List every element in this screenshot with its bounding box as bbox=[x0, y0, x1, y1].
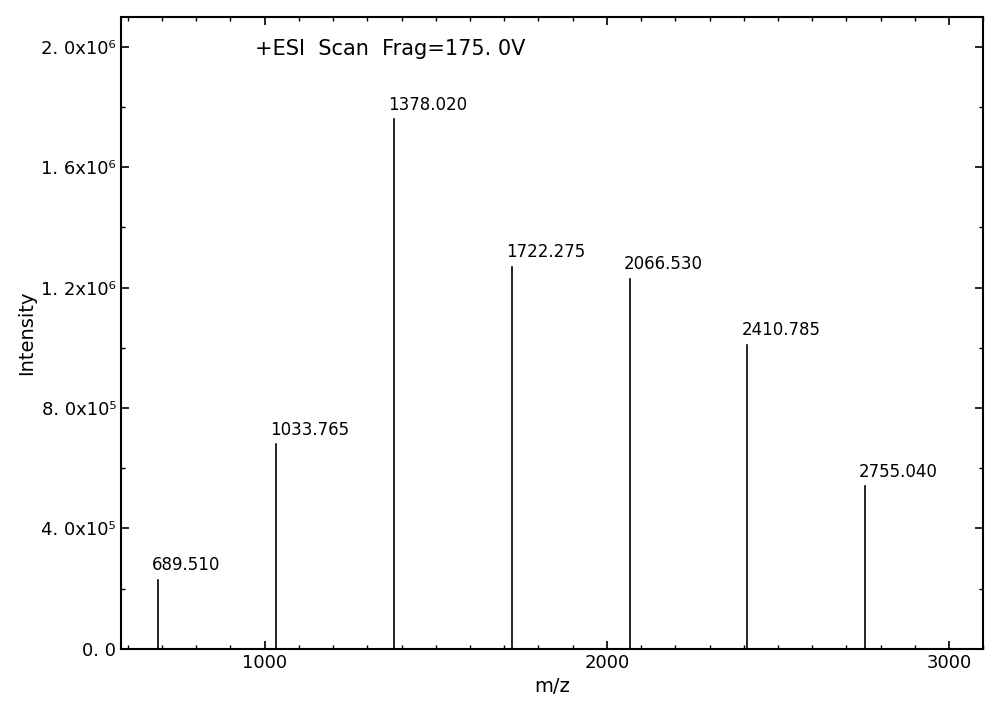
Text: 1033.765: 1033.765 bbox=[270, 421, 349, 438]
Y-axis label: Intensity: Intensity bbox=[17, 290, 36, 375]
Text: +ESI  Scan  Frag=175. 0V: +ESI Scan Frag=175. 0V bbox=[255, 39, 525, 58]
Text: 689.510: 689.510 bbox=[152, 556, 221, 574]
Text: 2410.785: 2410.785 bbox=[741, 322, 820, 339]
X-axis label: m/z: m/z bbox=[534, 677, 570, 697]
Text: 1722.275: 1722.275 bbox=[506, 243, 585, 261]
Text: 1378.020: 1378.020 bbox=[388, 96, 467, 113]
Text: 2066.530: 2066.530 bbox=[624, 255, 703, 273]
Text: 2755.040: 2755.040 bbox=[859, 463, 938, 481]
